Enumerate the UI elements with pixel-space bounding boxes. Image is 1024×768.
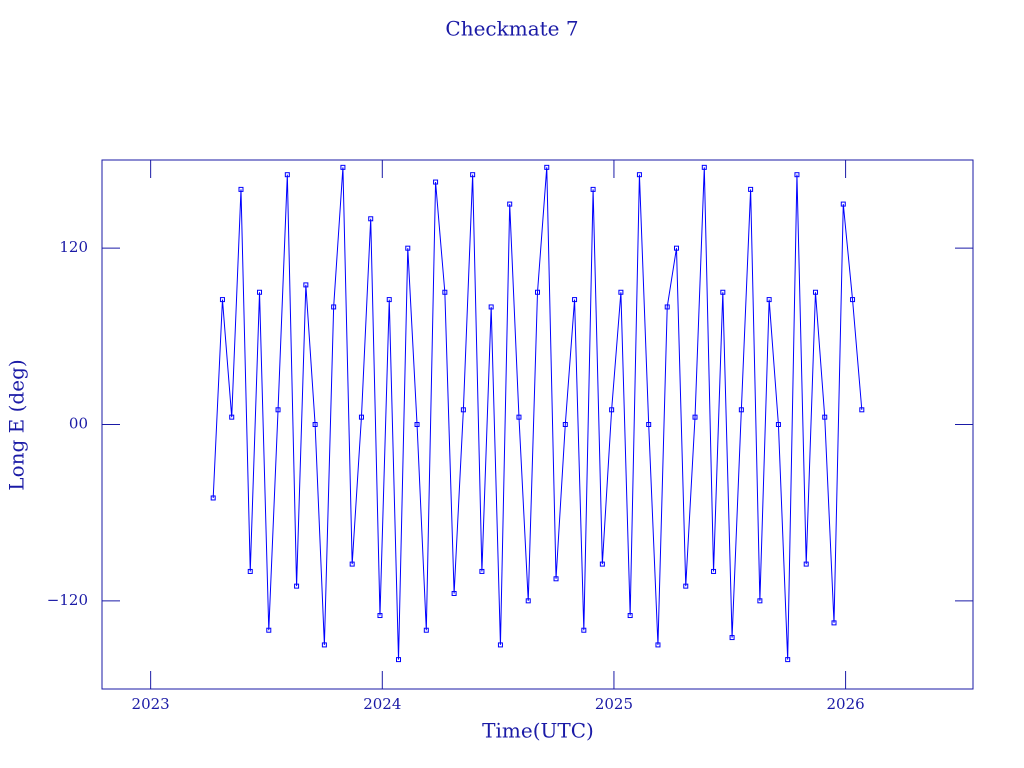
data-point (451, 590, 457, 596)
data-point (535, 289, 540, 295)
x-tick-label: 2025 (595, 695, 633, 713)
x-tick-label: 2024 (363, 695, 401, 713)
data-point (396, 657, 402, 663)
data-point (831, 620, 837, 626)
data-point (470, 172, 476, 178)
data-point (507, 201, 513, 207)
data-point (618, 289, 624, 295)
data-point (414, 422, 420, 427)
data-point (738, 407, 744, 413)
data-point (664, 304, 670, 310)
data-point (331, 304, 337, 310)
data-point (294, 583, 300, 589)
data-point (627, 613, 633, 619)
data-point (460, 407, 466, 413)
data-point (683, 583, 689, 589)
data-point (720, 289, 726, 295)
data-point (711, 568, 717, 574)
data-point (581, 627, 587, 633)
data-point (609, 407, 615, 413)
data-point (812, 289, 818, 295)
data-point (599, 561, 605, 567)
data-point (729, 635, 735, 641)
data-point (748, 186, 754, 192)
data-point (377, 613, 383, 619)
data-point (423, 627, 429, 633)
data-point (368, 216, 374, 222)
data-point (442, 289, 448, 295)
data-point (340, 164, 346, 170)
data-point (822, 414, 828, 420)
data-point (386, 297, 392, 303)
data-point (572, 297, 578, 303)
data-point (405, 245, 411, 251)
data-point (488, 304, 494, 310)
x-tick-label: 2023 (132, 695, 170, 713)
data-point (794, 172, 800, 178)
data-point (284, 172, 290, 178)
data-point (859, 407, 865, 413)
data-point (219, 297, 225, 303)
data-point (785, 657, 791, 663)
chart-title: Checkmate 7 (445, 17, 578, 41)
data-point (349, 561, 355, 567)
data-point (303, 282, 309, 288)
data-point (590, 186, 596, 192)
data-point (257, 289, 263, 295)
data-point (497, 642, 503, 648)
data-line (212, 167, 863, 660)
data-point (247, 568, 253, 574)
y-axis-label: Long E (deg) (5, 359, 29, 490)
data-point (479, 568, 485, 574)
y-tick-label: 00 (69, 415, 88, 433)
data-point (562, 422, 568, 427)
data-point (692, 414, 698, 420)
data-point (210, 495, 216, 501)
x-tick-label: 2026 (826, 695, 864, 713)
data-point (803, 561, 809, 567)
data-point (238, 186, 244, 192)
x-axis-label: Time(UTC) (482, 719, 594, 743)
data-point (229, 414, 235, 420)
data-point (312, 422, 318, 427)
data-point (766, 297, 772, 303)
data-point (544, 164, 550, 170)
data-point (433, 179, 439, 185)
data-point (516, 414, 522, 420)
data-point (553, 576, 559, 582)
data-point (525, 598, 531, 604)
data-point (775, 422, 781, 427)
data-point (636, 172, 642, 178)
data-point (646, 422, 652, 427)
data-point (701, 164, 707, 170)
data-point (850, 297, 856, 303)
data-point (757, 598, 763, 604)
data-point (358, 414, 364, 420)
data-point (266, 627, 272, 633)
y-tick-label: −120 (47, 591, 88, 609)
data-point (655, 642, 661, 648)
data-point (275, 407, 281, 413)
data-point (840, 201, 846, 207)
y-tick-label: 120 (59, 238, 88, 256)
data-point (673, 245, 679, 251)
data-point (321, 642, 327, 648)
